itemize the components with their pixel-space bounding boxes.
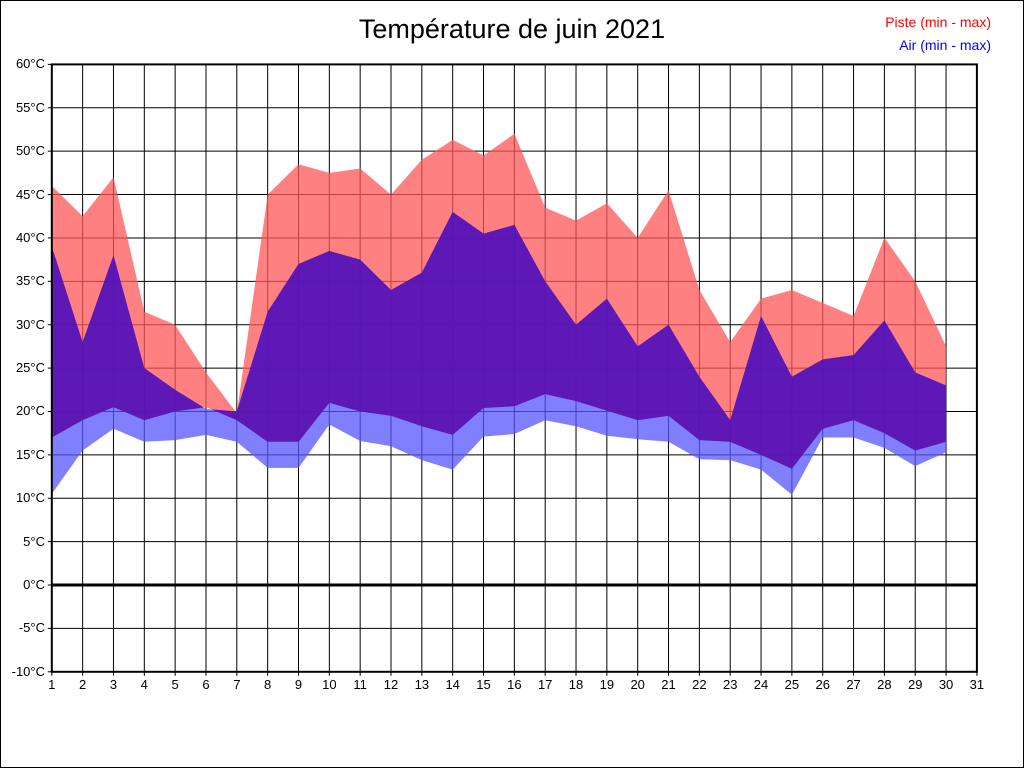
x-axis-tick-label: 3 <box>109 677 118 692</box>
x-axis-tick-label: 26 <box>815 677 830 692</box>
x-axis-tick-label: 6 <box>202 677 210 692</box>
y-axis-tick-label: 25°C <box>15 360 45 376</box>
x-axis-tick-label: 2 <box>79 677 87 692</box>
y-axis-tick-label: 0°C <box>23 577 45 593</box>
x-axis-tick-label: 8 <box>264 677 272 692</box>
y-axis-tick-label: 20°C <box>15 403 45 419</box>
x-axis-tick-label: 31 <box>969 677 985 692</box>
x-axis-tick-label: 25 <box>784 677 800 692</box>
y-axis-tick-label: 40°C <box>15 229 45 245</box>
x-axis-tick-label: 23 <box>722 677 738 692</box>
y-axis-tick-label: 5°C <box>23 533 45 549</box>
chart-title: Température de juin 2021 <box>358 14 666 44</box>
y-axis-tick-label: 10°C <box>15 490 45 506</box>
x-axis-tick-label: 18 <box>568 677 584 692</box>
x-axis-tick-label: 29 <box>907 677 923 692</box>
y-axis-tick-label: 45°C <box>15 186 45 202</box>
x-axis-tick-label: 21 <box>661 677 676 692</box>
x-axis-tick-label: 20 <box>630 677 645 692</box>
x-axis-tick-label: 10 <box>322 677 337 692</box>
y-axis-tick-label: 15°C <box>15 446 45 462</box>
x-axis-tick-label: 17 <box>537 677 553 692</box>
y-axis-tick-label: 55°C <box>15 99 45 115</box>
y-axis-tick-label: 50°C <box>15 143 45 159</box>
y-axis-tick-label: -5°C <box>18 620 45 636</box>
x-axis-tick-label: 27 <box>846 677 861 692</box>
y-axis-tick-label: -10°C <box>11 663 45 679</box>
x-axis-tick-label: 12 <box>383 677 399 692</box>
y-axis-tick-label: 30°C <box>15 316 45 332</box>
x-axis-tick-label: 5 <box>171 677 179 692</box>
y-axis-tick-label: 35°C <box>15 273 45 289</box>
x-axis-tick-label: 9 <box>294 677 303 692</box>
y-axis-tick-label: 60°C <box>15 56 45 72</box>
x-axis-tick-label: 28 <box>877 677 892 692</box>
x-axis-tick-label: 11 <box>353 677 367 692</box>
x-axis-tick-label: 22 <box>692 677 707 692</box>
x-axis-tick-label: 15 <box>476 677 491 692</box>
legend: Piste (min - max) Air (min - max) <box>885 11 991 57</box>
x-axis-tick-label: 16 <box>507 677 522 692</box>
legend-air-label: Air (min - max) <box>899 37 991 53</box>
x-axis-tick-label: 19 <box>599 677 615 692</box>
x-axis-tick-label: 30 <box>938 677 954 692</box>
legend-piste-label: Piste (min - max) <box>885 14 991 30</box>
x-axis-tick-label: 13 <box>414 677 430 692</box>
x-axis-tick-label: 4 <box>140 677 148 692</box>
x-axis-tick-label: 1 <box>48 677 56 692</box>
x-axis-tick-label: 7 <box>233 677 241 692</box>
x-axis-tick-label: 14 <box>445 677 460 692</box>
x-axis-tick-label: 24 <box>753 677 769 692</box>
